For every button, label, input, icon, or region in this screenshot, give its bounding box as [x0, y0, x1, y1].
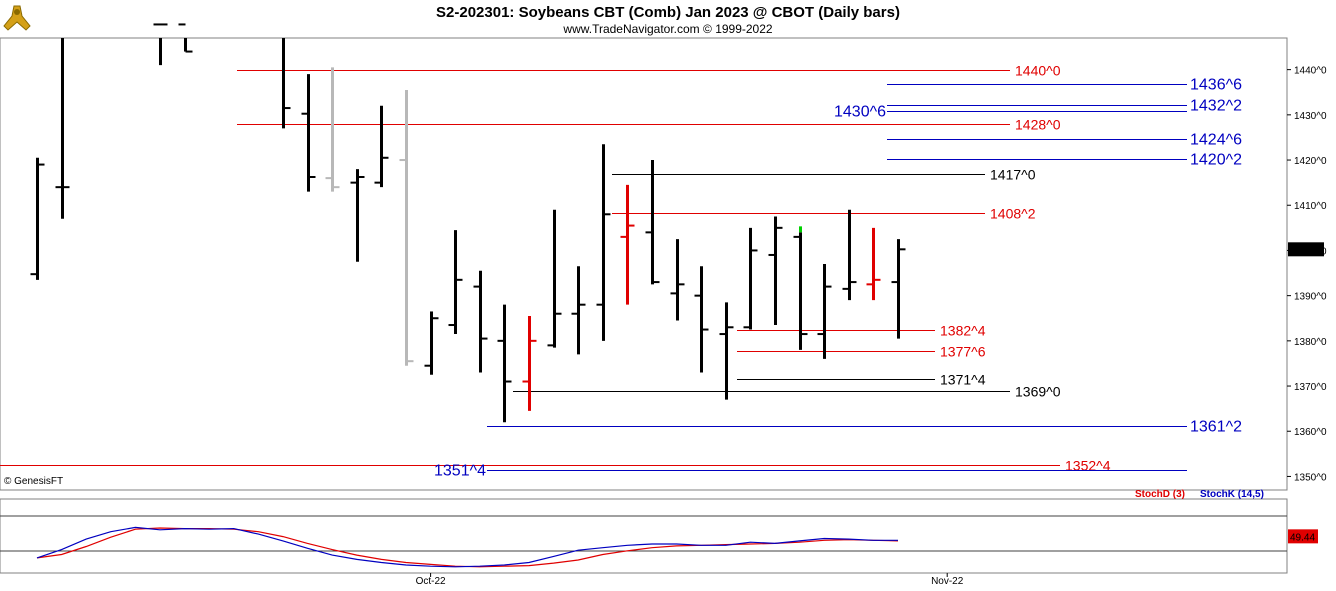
level-label: 1352^4	[1065, 458, 1111, 474]
y-tick-label: 1390^0	[1294, 292, 1327, 303]
level-label: 1371^4	[940, 372, 986, 388]
ohlc-bar	[522, 315, 537, 411]
chart-title: S2-202301: Soybeans CBT (Comb) Jan 2023 …	[436, 4, 900, 21]
ohlc-bar	[719, 302, 734, 400]
y-tick-label: 1370^0	[1294, 382, 1327, 393]
chart-subtitle: www.TradeNavigator.com © 1999-2022	[562, 22, 772, 36]
ohlc-bar	[547, 209, 562, 348]
last-price-box	[1288, 242, 1324, 257]
legend-entry: StochD (3)	[1135, 489, 1185, 500]
ohlc-bar	[153, 23, 168, 66]
ohlc-bar	[645, 160, 660, 285]
ohlc-bar	[817, 264, 832, 359]
levels-layer: 1440^0 1436^6 1432^2 1430^6 1428^0 1424^6 1420…	[0, 63, 1242, 480]
x-tick-label: Nov-22	[931, 576, 964, 587]
level-label: 1428^0	[1015, 117, 1061, 133]
ohlc-bar	[178, 23, 193, 53]
level-label: 1440^0	[1015, 63, 1061, 79]
legend-entry: StochK (14,5)	[1200, 489, 1264, 500]
price-axis: 1440^01430^01420^01410^01400^01390^01380…	[1287, 66, 1327, 483]
ohlc-bar	[497, 304, 512, 423]
bars-layer	[30, 23, 906, 423]
y-tick-label: 1420^0	[1294, 156, 1327, 167]
stoch-readout: 49.44	[1288, 529, 1318, 544]
stoch-line	[36, 526, 898, 568]
price-panel	[0, 37, 1288, 491]
stoch-legend: StochD (3) StochK (14,5)	[1135, 489, 1264, 500]
ohlc-bar	[768, 216, 783, 326]
ohlc-bar	[350, 169, 365, 262]
y-tick-label: 1430^0	[1294, 111, 1327, 122]
level-label: 1351^4	[434, 463, 486, 480]
stoch-lines-layer	[36, 526, 899, 568]
stoch-readout-label: 49.44	[1290, 532, 1315, 543]
ohlc-bar	[374, 105, 389, 188]
ohlc-bar	[301, 74, 316, 192]
stochastic-panel	[0, 498, 1288, 574]
ohlc-bar	[842, 209, 857, 301]
level-label: 1424^6	[1190, 132, 1242, 149]
level-label: 1417^0	[990, 167, 1036, 183]
ohlc-bar	[448, 230, 463, 335]
level-label: 1377^6	[940, 344, 986, 360]
stoch-readout-box	[1288, 529, 1318, 544]
ohlc-bar	[743, 227, 758, 330]
ohlc-bar	[866, 227, 881, 301]
ohlc-bar	[282, 38, 291, 129]
level-label: 1382^4	[940, 323, 986, 339]
y-tick-label: 1360^0	[1294, 427, 1327, 438]
last-price-label: 1400^2	[1290, 245, 1323, 256]
level-label: 1420^2	[1190, 152, 1242, 169]
level-label: 1432^2	[1190, 98, 1242, 115]
ohlc-bar	[694, 266, 709, 373]
ohlc-bar	[596, 144, 611, 341]
x-axis: Oct-22 Nov-22	[416, 573, 964, 587]
ohlc-bar	[793, 232, 808, 350]
y-tick-label: 1410^0	[1294, 201, 1327, 212]
y-tick-label: 1380^0	[1294, 337, 1327, 348]
logo-icon	[3, 5, 31, 31]
ohlc-bar	[620, 184, 635, 305]
y-tick-label: 1440^0	[1294, 66, 1327, 77]
level-label: 1369^0	[1015, 384, 1061, 400]
ohlc-bar	[571, 266, 586, 355]
ohlc-bar	[30, 157, 45, 280]
ohlc-bar	[399, 89, 414, 366]
ohlc-bar	[424, 311, 439, 375]
ohlc-bar	[325, 67, 340, 192]
ohlc-bar	[670, 239, 685, 321]
level-label: 1430^6	[834, 104, 886, 121]
ohlc-bar	[891, 239, 906, 339]
ohlc-bar	[55, 38, 70, 219]
y-tick-label: 1350^0	[1294, 472, 1327, 483]
level-label: 1361^2	[1190, 419, 1242, 436]
copyright-label: © GenesisFT	[4, 476, 63, 487]
level-label: 1408^2	[990, 206, 1036, 222]
ohlc-bar	[473, 270, 488, 373]
last-price-tag: 1400^2	[1288, 242, 1324, 257]
level-label: 1436^6	[1190, 77, 1242, 94]
x-tick-label: Oct-22	[416, 576, 446, 587]
